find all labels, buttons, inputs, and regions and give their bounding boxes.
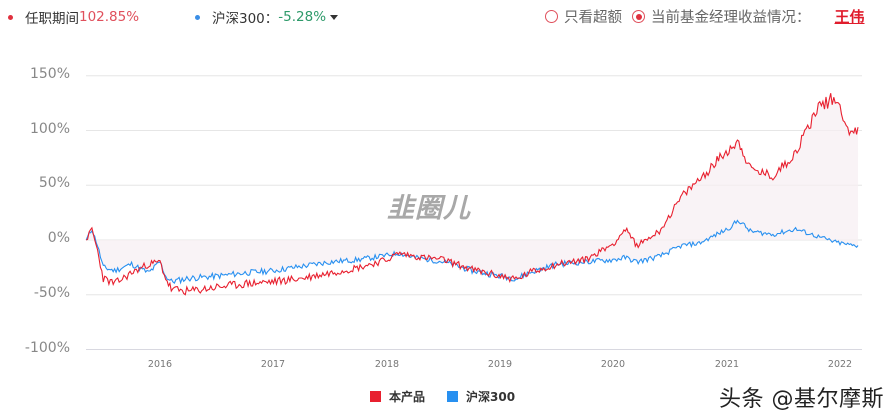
current-manager-option[interactable]: 当前基金经理收益情况： [632, 6, 811, 27]
excess-only-option[interactable]: 只看超额 [545, 6, 622, 27]
legend-index-label: 沪深300 [466, 390, 516, 404]
index-return-value: -5.28% [278, 9, 327, 25]
legend-item-product[interactable]: 本产品 [370, 388, 425, 405]
index-swatch-icon [447, 391, 459, 402]
y-tick-label: -100% [24, 340, 70, 356]
performance-line-chart: 150% 100% 50% 0% -50% -100% 2016 2017 20… [0, 34, 896, 379]
index-dot-icon [195, 14, 200, 20]
x-tick-label: 2021 [714, 359, 740, 370]
view-options: 只看超额 当前基金经理收益情况： 王伟 [545, 6, 865, 27]
benchmark-dropdown-caret-icon[interactable] [330, 14, 339, 20]
chart-legend: 本产品 沪深300 [370, 388, 537, 405]
x-tick-label: 2019 [487, 359, 513, 370]
current-manager-label: 当前基金经理收益情况： [651, 10, 811, 26]
legend-product-label: 本产品 [389, 390, 426, 404]
y-tick-label: 100% [29, 121, 70, 137]
watermark-logo: 韭圈儿 [387, 193, 471, 224]
index-label: 沪深300： [212, 11, 279, 27]
x-tick-label: 2016 [147, 359, 173, 370]
x-tick-label: 2018 [374, 359, 400, 370]
product-line [85, 93, 859, 296]
index-line [85, 219, 859, 285]
y-tick-label: 150% [29, 66, 70, 82]
x-tick-label: 2022 [827, 359, 853, 370]
product-return-summary: 任职期间 102.85% [8, 7, 139, 27]
y-tick-label: 0% [47, 230, 70, 246]
current-manager-radio-icon[interactable] [632, 10, 645, 23]
excess-option-label: 只看超额 [564, 10, 622, 26]
x-tick-label: 2017 [260, 359, 286, 370]
chart-header: 任职期间 102.85% 沪深300： -5.28% 只看超额 当前基金经理收益… [0, 0, 896, 34]
manager-name-link[interactable]: 王伟 [834, 8, 865, 26]
y-tick-label: 50% [38, 175, 70, 191]
product-swatch-icon [370, 391, 381, 402]
tenure-return-value: 102.85% [79, 9, 140, 25]
index-return-summary[interactable]: 沪深300： -5.28% [195, 7, 395, 27]
legend-item-index[interactable]: 沪深300 [447, 388, 515, 405]
y-tick-label: -50% [33, 285, 70, 301]
tenure-label: 任职期间 [25, 11, 79, 27]
x-tick-label: 2020 [600, 359, 626, 370]
header-legend: 任职期间 102.85% 沪深300： -5.28% [8, 7, 339, 27]
source-watermark: 头条 @基尔摩斯 [719, 387, 884, 412]
excess-fill-area [86, 93, 859, 284]
product-dot-icon [8, 14, 13, 20]
excess-radio-icon[interactable] [545, 10, 558, 23]
plot-area [85, 75, 862, 350]
